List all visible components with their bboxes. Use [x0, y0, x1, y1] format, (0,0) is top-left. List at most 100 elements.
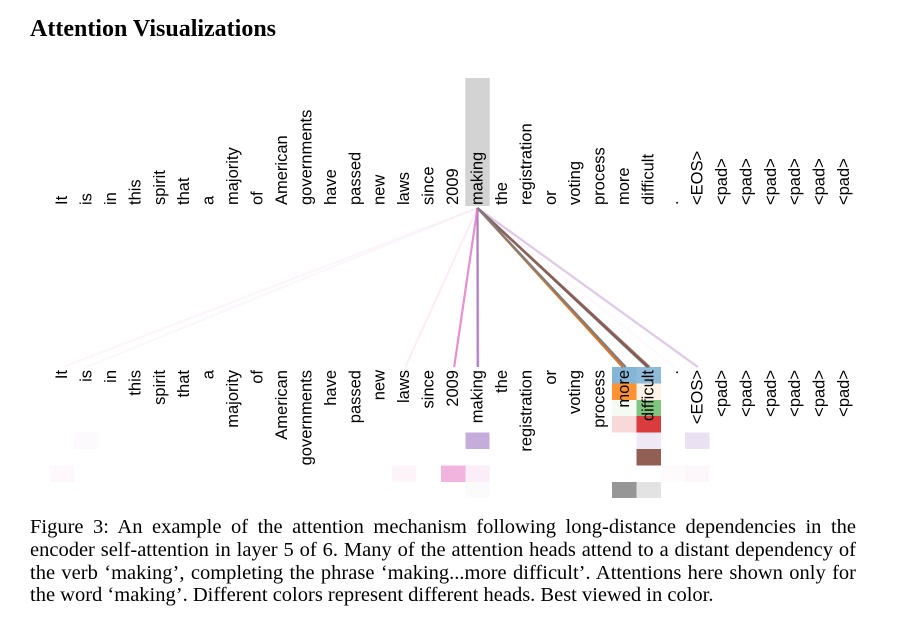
top-token-label: majority — [224, 146, 242, 205]
bottom-token-label: governments — [297, 370, 315, 465]
figure-caption: Figure 3: An example of the attention me… — [30, 516, 856, 607]
attention-cells-layer — [49, 367, 710, 499]
top-token-label: this — [126, 179, 144, 205]
attention-figure: It is in this spirit that a majority of American g… — [49, 78, 854, 499]
top-token-label: <EOS> — [688, 151, 706, 205]
attention-cell — [611, 416, 637, 433]
bottom-token-label: process — [591, 370, 609, 428]
attention-lines-layer — [62, 206, 700, 369]
attention-cell — [636, 399, 661, 417]
top-token-label: since — [420, 166, 438, 205]
attention-cell — [49, 465, 75, 482]
bottom-token-label: American — [273, 370, 291, 440]
attention-cell — [611, 399, 637, 417]
attention-cell — [391, 465, 417, 482]
bottom-token-label: of — [249, 370, 267, 384]
bottom-token-label: new — [371, 370, 389, 400]
bottom-token-label: or — [542, 369, 560, 384]
attention-cell — [74, 433, 98, 449]
query-highlight-layer — [465, 78, 490, 206]
attention-cell — [465, 432, 490, 449]
top-token-label: making — [468, 152, 486, 205]
bottom-token-label: that — [175, 370, 193, 398]
bottom-token-label: a — [200, 369, 218, 379]
attention-cell — [661, 465, 685, 481]
bottom-token-label: <pad> — [835, 370, 853, 417]
top-token-label: that — [175, 177, 193, 205]
bottom-token-label: laws — [395, 370, 413, 403]
top-token-label: <pad> — [835, 158, 853, 205]
top-token-label: registration — [517, 123, 535, 205]
top-token-label: the — [493, 182, 511, 205]
bottom-token-label: 2009 — [444, 370, 462, 407]
attention-cell — [636, 367, 661, 384]
attention-cell — [685, 465, 710, 482]
bottom-token-label: voting — [566, 370, 584, 414]
top-token-row: It is in this spirit that a majority of American g… — [53, 110, 853, 205]
top-token-label: <pad> — [713, 158, 731, 205]
attention-cell — [465, 482, 489, 498]
attention-cell — [636, 383, 661, 400]
top-token-label: <pad> — [737, 158, 755, 205]
bottom-token-label: spirit — [151, 370, 169, 405]
attention-cell — [636, 432, 661, 449]
top-token-label: have — [322, 169, 340, 205]
bottom-token-label: majority — [224, 369, 242, 428]
bottom-token-label: registration — [517, 370, 535, 452]
attention-line — [476, 207, 699, 368]
top-token-label: It — [53, 195, 71, 205]
top-token-label: <pad> — [786, 158, 804, 205]
section-title: Attention Visualizations — [30, 16, 277, 42]
attention-cell — [636, 481, 661, 499]
top-token-label: <pad> — [762, 158, 780, 205]
bottom-token-label: making — [468, 370, 486, 423]
caption-line: the verb ‘making’, completing the phrase… — [30, 561, 856, 584]
bottom-token-label: <EOS> — [688, 370, 706, 424]
attention-cell — [685, 432, 710, 449]
attention-line — [404, 207, 479, 368]
top-token-label: in — [102, 192, 120, 205]
top-token-label: <pad> — [811, 158, 829, 205]
attention-cell — [611, 367, 637, 384]
bottom-token-label: since — [420, 370, 438, 409]
attention-cell — [465, 465, 490, 482]
attention-line — [86, 206, 478, 369]
attention-cell — [440, 465, 466, 482]
bottom-token-label: <pad> — [737, 370, 755, 417]
bottom-token-label: this — [126, 370, 144, 396]
attention-cell — [611, 383, 637, 400]
bottom-token-label: more — [615, 370, 633, 408]
top-token-label: is — [77, 193, 95, 205]
bottom-token-label: . — [664, 370, 682, 375]
top-token-label: 2009 — [444, 168, 462, 205]
bottom-token-label: passed — [346, 370, 364, 423]
bottom-token-label: <pad> — [811, 370, 829, 417]
top-token-label: more — [615, 167, 633, 205]
top-token-label: process — [591, 147, 609, 205]
bottom-token-label: the — [493, 370, 511, 393]
bottom-token-label: <pad> — [786, 370, 804, 417]
top-token-label: difficult — [640, 154, 658, 205]
top-token-label: laws — [395, 172, 413, 205]
attention-line — [476, 207, 675, 368]
attention-line — [476, 207, 627, 368]
attention-line — [476, 207, 481, 368]
top-token-label: passed — [346, 152, 364, 205]
caption-line: Figure 3: An example of the attention me… — [30, 516, 856, 538]
bottom-token-label: have — [322, 370, 340, 406]
bottom-token-row: It is in this spirit that a majority of American g… — [53, 369, 853, 465]
attention-line — [476, 207, 480, 368]
top-token-label: voting — [566, 161, 584, 205]
top-token-label: of — [249, 191, 267, 205]
attention-cell — [611, 481, 637, 499]
attention-cell — [636, 416, 661, 433]
top-token-label: a — [200, 195, 218, 205]
attention-cell — [636, 449, 661, 466]
bottom-token-label: in — [102, 370, 120, 383]
top-token-label: governments — [297, 110, 315, 205]
caption-line: the word ‘making’. Different colors repr… — [30, 584, 714, 607]
top-token-label: or — [542, 190, 560, 205]
bottom-token-label: It — [53, 370, 71, 380]
attention-line — [62, 206, 478, 369]
attention-line — [476, 207, 650, 368]
